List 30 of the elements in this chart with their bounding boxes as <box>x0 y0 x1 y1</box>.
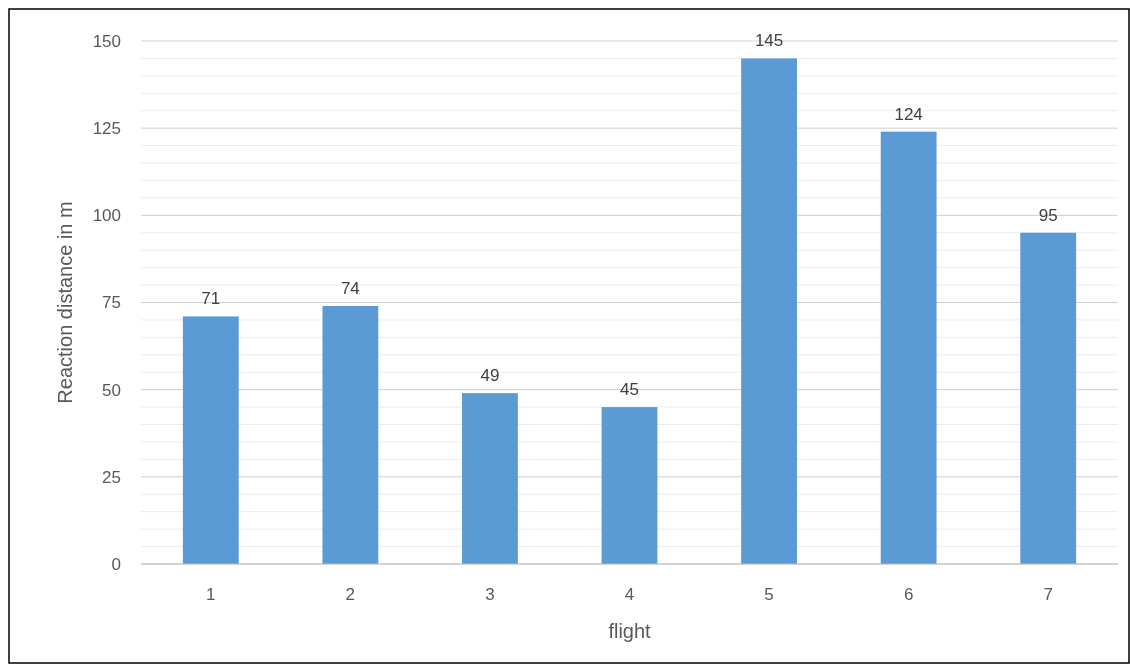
bar <box>1020 232 1077 564</box>
y-tick-label: 150 <box>92 31 121 51</box>
bar <box>462 393 518 564</box>
y-tick-label: 75 <box>102 293 121 313</box>
x-tick-label: 3 <box>485 585 495 604</box>
x-tick-label: 5 <box>764 585 774 604</box>
bar <box>741 58 797 564</box>
x-tick-label: 6 <box>903 585 914 604</box>
bar <box>601 407 658 564</box>
data-label: 95 <box>1038 205 1058 225</box>
data-label: 45 <box>620 380 639 400</box>
y-tick-label: 100 <box>92 206 121 226</box>
x-tick-label: 2 <box>345 585 356 604</box>
y-axis-title: Reaction distance in m <box>54 201 76 404</box>
data-label: 124 <box>894 104 923 124</box>
x-tick-label: 4 <box>624 585 635 604</box>
bar <box>322 305 379 564</box>
data-label: 145 <box>754 31 784 51</box>
x-tick-label: 1 <box>206 585 216 604</box>
x-axis-title: flight <box>608 620 652 642</box>
bar <box>880 131 937 564</box>
data-label: 74 <box>340 278 360 298</box>
y-tick-label: 25 <box>102 467 121 487</box>
bar <box>182 316 239 564</box>
data-label: 49 <box>480 366 500 386</box>
data-label: 71 <box>201 289 221 309</box>
y-tick-label: 0 <box>111 554 121 574</box>
x-tick-label: 7 <box>1043 585 1053 604</box>
y-tick-label: 50 <box>102 380 121 400</box>
y-tick-label: 125 <box>92 119 121 139</box>
